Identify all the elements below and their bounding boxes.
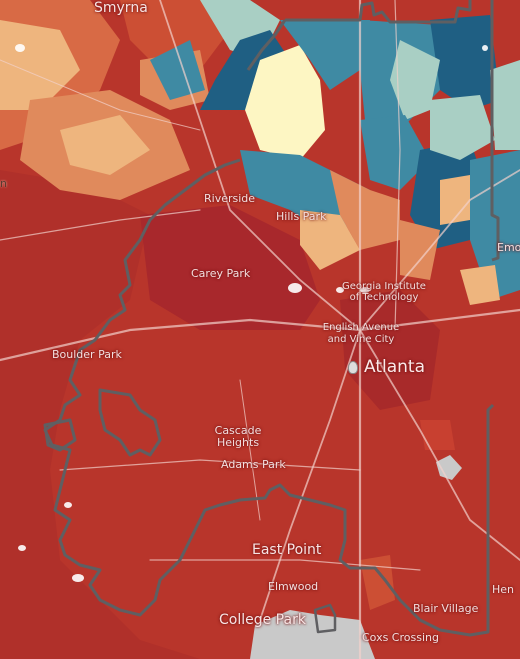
road-east-west [0,308,520,362]
city-boundary [43,0,500,637]
road-north-b [394,0,401,331]
downtown-dark-red [340,290,440,410]
label-edge-left: n [0,177,7,190]
west-light-orange [60,115,150,175]
far-east-teal [470,150,520,300]
water-specks [15,44,488,582]
road-west [0,209,201,241]
speck [288,283,302,293]
label-hills-park: Hills Park [276,210,327,223]
boundary-east-top [490,0,500,262]
far-east-light-teal [490,60,520,150]
label-bolder-park: Boulder Park [52,348,122,361]
boundary-west-south [43,158,495,637]
carey-park-region [140,205,320,330]
northwest-light-orange [0,20,80,110]
speck [360,287,370,293]
central-light-orange [300,210,360,270]
road-northeast [359,169,520,331]
northeast-dark-teal [430,15,500,110]
north-orange-red [120,0,230,70]
gray-patch [436,455,462,480]
label-smyrna: Smyrna [94,0,148,16]
label-english-avenue: English Avenue and Vine City [322,322,400,345]
southwest-region [0,170,200,659]
label-blair-village: Blair Village [413,602,479,615]
label-cascade-heights: Cascade Heights [214,424,262,449]
label-edge-right-bottom: Hen [492,583,515,596]
road-northwest-b [0,59,201,131]
east-light-orange-b [460,265,500,305]
north-teal-a [280,20,370,90]
northwest-teal [150,40,205,100]
east-orange [400,220,440,280]
label-college-park: College Park [219,612,306,628]
speck [336,287,344,293]
speck [482,45,488,51]
speck [18,545,26,551]
speck [15,44,25,52]
boundary-enclave-a [98,388,162,457]
boundary-enclave-b [43,418,77,452]
boundary-north [285,0,472,24]
road-northwest [159,0,361,331]
downtown-patch [420,420,455,450]
cream-area [245,45,325,160]
label-edge-right-top: Emo [497,241,520,254]
east-light-teal [430,95,495,160]
speck [64,502,72,508]
label-georgia-tech: Georgia Institute of Technology [342,281,426,303]
label-elmwood: Elmwood [268,580,319,593]
east-light-orange [440,175,470,225]
road-cascade [239,379,261,521]
label-east-point: East Point [252,542,322,558]
north-dark-teal [200,30,290,110]
boundary-north-west [246,19,287,71]
label-atlanta: Atlanta [364,357,425,377]
central-orange [330,170,400,250]
road-south [59,459,361,471]
north-light-teal-b [390,40,440,120]
speck [72,574,84,582]
boundary-enclave-c [313,603,337,634]
label-carey-park: Carey Park [191,267,251,280]
airport-gray-area [250,610,375,659]
label-riverside: Riverside [204,192,256,205]
road-southeast [359,329,520,561]
road-east-point [149,559,421,571]
hills-park-teal [240,150,370,230]
road-southwest [259,329,361,621]
label-coxs-crossing: Coxs Crossing [362,631,439,644]
label-adams-park: Adams Park [221,458,286,471]
midtown-teal [360,115,430,190]
city-marker-icon [348,361,358,374]
